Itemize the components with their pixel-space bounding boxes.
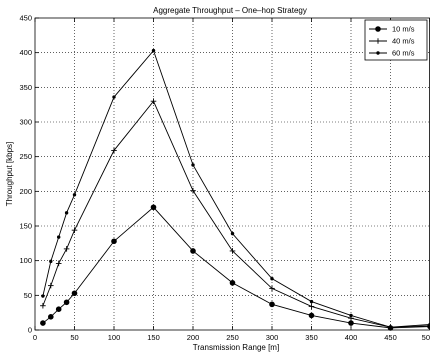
series-line	[43, 101, 430, 327]
data-point	[64, 246, 70, 252]
data-point	[270, 277, 273, 280]
data-point	[111, 238, 117, 244]
y-axis-label: Throughput [kbps]	[5, 142, 14, 206]
data-point	[64, 299, 70, 305]
series-1	[40, 204, 430, 330]
data-point	[48, 314, 54, 320]
data-point	[40, 320, 46, 326]
y-tick-label: 50	[24, 291, 32, 300]
series-line	[43, 51, 430, 328]
series-line	[43, 207, 430, 328]
y-tick-label: 250	[19, 152, 32, 161]
x-tick-label: 0	[33, 333, 37, 342]
data-point	[190, 188, 196, 194]
series-layer	[40, 49, 430, 331]
data-point	[191, 163, 194, 166]
data-point	[48, 283, 54, 289]
x-tick-label: 350	[305, 333, 318, 342]
x-tick-label: 50	[70, 333, 78, 342]
legend-label: 10 m/s	[392, 25, 415, 34]
data-point	[40, 303, 46, 309]
data-point	[65, 211, 68, 214]
x-axis-label: Transmission Range [m]	[193, 343, 279, 352]
data-point	[56, 261, 62, 267]
legend-label: 60 m/s	[392, 49, 415, 58]
y-tick-label: 150	[19, 222, 32, 231]
legend-label: 40 m/s	[392, 37, 415, 46]
y-tick-label: 350	[19, 83, 32, 92]
data-point	[57, 235, 60, 238]
data-point	[41, 294, 44, 297]
data-point	[151, 204, 157, 210]
x-tick-label: 250	[226, 333, 239, 342]
y-tick-label: 200	[19, 187, 32, 196]
data-point	[72, 290, 78, 296]
data-point	[269, 302, 275, 308]
data-point	[73, 193, 76, 196]
data-point	[152, 49, 155, 52]
x-tick-label: 450	[384, 333, 397, 342]
data-point	[310, 300, 313, 303]
data-point	[230, 280, 236, 286]
y-tick-label: 450	[19, 14, 32, 23]
legend-marker	[375, 26, 381, 32]
series-3	[41, 49, 430, 329]
y-tick-label: 100	[19, 256, 32, 265]
data-point	[348, 320, 354, 326]
x-tick-label: 50	[422, 333, 430, 342]
data-point	[112, 95, 115, 98]
x-tick-label: 100	[108, 333, 121, 342]
legend: 10 m/s 40 m/s 60 m/s	[365, 20, 427, 60]
chart-title: Aggregate Throughput – One–hop Strategy	[153, 6, 307, 15]
legend-marker	[376, 51, 379, 54]
y-tick-label: 0	[28, 326, 32, 335]
x-tick-label: 400	[345, 333, 358, 342]
data-point	[349, 314, 352, 317]
x-tick-label: 200	[187, 333, 200, 342]
data-point	[56, 306, 62, 312]
data-point	[309, 304, 315, 310]
data-point	[231, 232, 234, 235]
x-tick-label: 150	[147, 333, 160, 342]
y-tick-label: 300	[19, 118, 32, 127]
x-tick-label: 300	[266, 333, 279, 342]
data-point	[190, 248, 196, 254]
data-point	[72, 227, 78, 233]
data-point	[309, 313, 315, 319]
y-tick-label: 400	[19, 48, 32, 57]
data-point	[49, 260, 52, 263]
